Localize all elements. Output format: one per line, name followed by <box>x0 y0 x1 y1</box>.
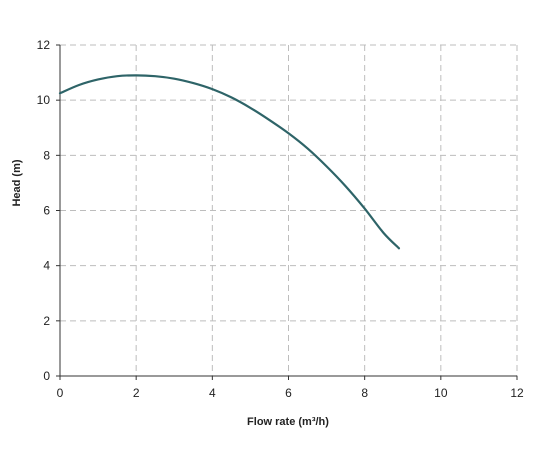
x-tick-label: 6 <box>285 386 292 400</box>
series-layer <box>58 74 401 250</box>
x-tick-label: 8 <box>361 386 368 400</box>
x-tick-label: 2 <box>133 386 140 400</box>
y-tick-label: 10 <box>37 93 51 107</box>
y-tick-label: 0 <box>43 369 50 383</box>
tick-labels: 0 2 4 6 8 10 12 0 2 4 6 8 10 12 <box>37 38 524 400</box>
y-tick-label: 8 <box>43 148 50 162</box>
y-tick-label: 12 <box>37 38 51 52</box>
x-axis-title: Flow rate (m³/h) <box>247 416 329 428</box>
x-tick-label: 12 <box>510 386 524 400</box>
y-axis-title: Head (m) <box>11 159 23 206</box>
grid <box>60 44 518 376</box>
axes <box>56 44 518 380</box>
y-tick-label: 6 <box>43 204 50 218</box>
x-tick-label: 4 <box>209 386 216 400</box>
y-tick-label: 2 <box>43 314 50 328</box>
y-tick-label: 4 <box>43 259 50 273</box>
x-tick-label: 10 <box>434 386 448 400</box>
head-flow-curve <box>58 74 401 250</box>
x-tick-label: 0 <box>57 386 64 400</box>
